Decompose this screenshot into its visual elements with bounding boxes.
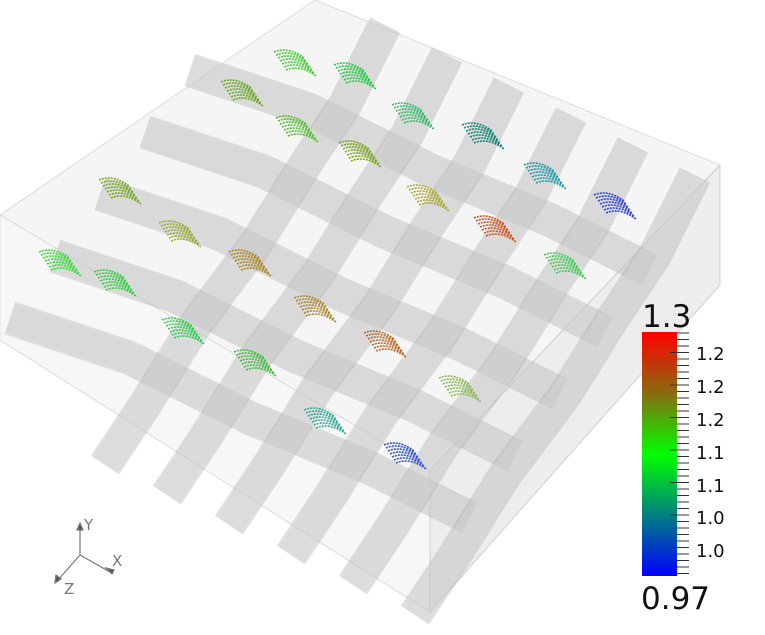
tube	[154, 48, 461, 504]
tube	[50, 241, 522, 470]
tube	[214, 77, 525, 535]
colorbar-tick-label: 1.1	[696, 476, 725, 497]
colorbar-tick-label: 1.2	[696, 410, 725, 431]
tube	[338, 137, 649, 595]
axis-label-x: X	[112, 552, 123, 570]
tube	[152, 47, 463, 505]
colorbar-tick-label: 1.2	[696, 377, 725, 398]
tube	[94, 177, 568, 410]
tube-lattice	[4, 17, 711, 625]
tube	[276, 107, 587, 565]
tube	[340, 138, 647, 594]
colorbar-ticks	[670, 332, 689, 574]
axis-label-z: Z	[64, 580, 75, 598]
colorbar-min-label: 0.97	[641, 581, 711, 617]
tube	[185, 55, 657, 284]
orientation-axes	[54, 521, 115, 585]
colorbar-max-label: 1.3	[642, 299, 692, 335]
colorbar-gradient	[642, 332, 677, 576]
tube	[140, 117, 612, 346]
tube	[139, 115, 613, 348]
colorbar-tick-label: 1.1	[696, 443, 725, 464]
bounding-box	[0, 0, 721, 614]
colorbar-tick-label: 1.0	[696, 541, 725, 562]
colorbar-tick-label: 1.2	[696, 344, 725, 365]
tube	[5, 303, 477, 532]
tube	[184, 53, 658, 286]
tube	[400, 167, 711, 625]
tube	[278, 108, 585, 564]
colorbar-tick-label: 1.0	[696, 508, 725, 529]
box-right-face	[429, 163, 721, 614]
tube	[95, 179, 567, 408]
tube	[49, 239, 523, 472]
axis-label-y: Y	[84, 516, 94, 534]
tube	[216, 78, 523, 534]
tube	[4, 301, 478, 534]
tube	[92, 18, 399, 474]
tube	[90, 17, 401, 475]
tube	[402, 168, 709, 624]
